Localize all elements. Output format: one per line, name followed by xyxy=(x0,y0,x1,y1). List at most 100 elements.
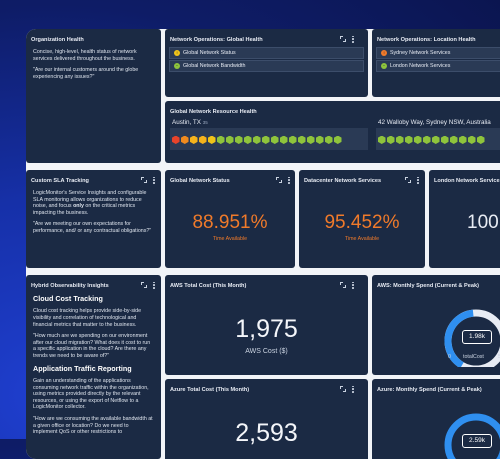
card-text: LogicMonitor's Service Insights and conf… xyxy=(33,190,152,234)
resource-health-card: Global Network Resource Health Austin, T… xyxy=(165,101,500,163)
card-title: Global Network Status xyxy=(170,178,230,184)
expand-icon[interactable] xyxy=(340,386,346,393)
card-text: Cloud Cost Tracking Cloud cost tracking … xyxy=(33,294,153,436)
aws-total-cost-card: AWS Total Cost (This Month) 1,975 AWS Co… xyxy=(165,275,368,375)
resource-hex[interactable] xyxy=(423,135,431,144)
resource-hex[interactable] xyxy=(396,135,404,144)
more-options-icon[interactable] xyxy=(153,176,155,185)
resource-hex[interactable] xyxy=(334,135,342,144)
metric-value: 100 xyxy=(467,212,499,233)
location-label: 42 Walloby Way, Sydney NSW, Australia xyxy=(378,119,491,126)
status-row[interactable]: − London Network Services xyxy=(376,60,500,72)
resource-hex[interactable] xyxy=(459,135,467,144)
resource-hex[interactable] xyxy=(414,135,422,144)
metric-label: Time Available xyxy=(212,236,248,242)
gauge-value: 2.59k xyxy=(462,434,492,448)
card-title: Custom SLA Tracking xyxy=(31,178,89,184)
global-network-status-card: Global Network Status 88.951% Time Avail… xyxy=(165,170,295,268)
resource-hex[interactable] xyxy=(262,135,270,144)
more-options-icon[interactable] xyxy=(288,176,290,185)
net-global-health-card: Network Operations: Global Health ! Globa… xyxy=(165,29,368,97)
hex-map-austin xyxy=(170,128,368,150)
hex-map-sydney xyxy=(376,128,500,150)
expand-icon[interactable] xyxy=(276,177,282,184)
resource-hex[interactable] xyxy=(271,135,279,144)
resource-hex[interactable] xyxy=(441,135,449,144)
london-services-card: London Network Services 100 xyxy=(429,170,500,268)
gauge-chart xyxy=(444,413,500,459)
card-title: Global Network Resource Health xyxy=(170,109,257,115)
resource-hex[interactable] xyxy=(307,135,315,144)
metric-value: 1,975 xyxy=(235,315,298,343)
status-row[interactable]: − Global Network Bandwidth xyxy=(169,60,364,72)
card-text: Concise, high-level, health status of ne… xyxy=(33,49,139,80)
resource-hex[interactable] xyxy=(226,135,234,144)
azure-total-cost-card: Azure Total Cost (This Month) 2,593 xyxy=(165,379,368,459)
resource-hex[interactable] xyxy=(181,135,189,144)
more-options-icon[interactable] xyxy=(352,385,354,394)
gauge-max: 5k xyxy=(498,354,500,360)
gauge-value: 1.98k xyxy=(462,330,492,344)
card-title: Organization Health xyxy=(31,37,84,43)
resource-hex[interactable] xyxy=(432,135,440,144)
sla-tracking-card: Custom SLA Tracking LogicMonitor's Servi… xyxy=(26,170,161,268)
dashboard-board: Organization Health Concise, high-level,… xyxy=(26,29,500,459)
card-title: Network Operations: Location Health xyxy=(377,37,476,43)
aws-monthly-spend-card: AWS: Monthly Spend (Current & Peak) 1.98… xyxy=(372,275,500,375)
resource-hex[interactable] xyxy=(450,135,458,144)
status-row[interactable]: ! Global Network Status xyxy=(169,47,364,59)
card-title: London Network Services xyxy=(434,178,500,184)
hybrid-insights-card: Hybrid Observability Insights Cloud Cost… xyxy=(26,275,161,459)
more-options-icon[interactable] xyxy=(352,281,354,290)
alert-icon: ! xyxy=(381,49,387,56)
card-title: Hybrid Observability Insights xyxy=(31,283,109,289)
resource-hex[interactable] xyxy=(316,135,324,144)
org-health-card: Organization Health Concise, high-level,… xyxy=(26,29,161,163)
more-options-icon[interactable] xyxy=(153,281,155,290)
expand-icon[interactable] xyxy=(141,177,147,184)
resource-hex[interactable] xyxy=(190,135,198,144)
card-title: Azure: Monthly Spend (Current & Peak) xyxy=(377,387,482,393)
resource-hex[interactable] xyxy=(208,135,216,144)
metric-value: 95.452% xyxy=(324,212,400,233)
resource-hex[interactable] xyxy=(217,135,225,144)
location-count: 35 xyxy=(202,120,208,125)
more-options-icon[interactable] xyxy=(417,176,419,185)
location-label: Austin, TX xyxy=(172,119,201,126)
expand-icon[interactable] xyxy=(405,177,411,184)
resource-hex[interactable] xyxy=(378,135,386,144)
metric-label: Time Available xyxy=(344,236,380,242)
ok-icon: − xyxy=(381,62,387,69)
expand-icon[interactable] xyxy=(340,282,346,289)
net-location-health-card: Network Operations: Location Health ! Syd… xyxy=(372,29,500,97)
card-title: Azure Total Cost (This Month) xyxy=(170,387,250,393)
more-options-icon[interactable] xyxy=(352,35,354,44)
resource-hex[interactable] xyxy=(468,135,476,144)
resource-hex[interactable] xyxy=(387,135,395,144)
warning-icon: ! xyxy=(174,49,180,56)
resource-hex[interactable] xyxy=(405,135,413,144)
card-title: AWS Total Cost (This Month) xyxy=(170,283,247,289)
datacenter-services-card: Datacenter Network Services 95.452% Time… xyxy=(299,170,425,268)
card-title: AWS: Monthly Spend (Current & Peak) xyxy=(377,283,479,289)
expand-icon[interactable] xyxy=(141,282,147,289)
resource-hex[interactable] xyxy=(172,135,180,144)
resource-hex[interactable] xyxy=(235,135,243,144)
azure-monthly-spend-card: Azure: Monthly Spend (Current & Peak) 2.… xyxy=(372,379,500,459)
resource-hex[interactable] xyxy=(280,135,288,144)
resource-hex[interactable] xyxy=(199,135,207,144)
resource-hex[interactable] xyxy=(289,135,297,144)
gauge-label: totalCost xyxy=(463,354,484,360)
card-title: Network Operations: Global Health xyxy=(170,37,263,43)
card-title: Datacenter Network Services xyxy=(304,178,382,184)
metric-value: 2,593 xyxy=(235,419,298,447)
resource-hex[interactable] xyxy=(325,135,333,144)
resource-hex[interactable] xyxy=(298,135,306,144)
resource-hex[interactable] xyxy=(244,135,252,144)
gauge-chart xyxy=(444,309,500,367)
status-row[interactable]: ! Sydney Network Services xyxy=(376,47,500,59)
metric-label: AWS Cost ($) xyxy=(245,348,288,355)
resource-hex[interactable] xyxy=(253,135,261,144)
resource-hex[interactable] xyxy=(477,135,485,144)
expand-icon[interactable] xyxy=(340,36,346,43)
